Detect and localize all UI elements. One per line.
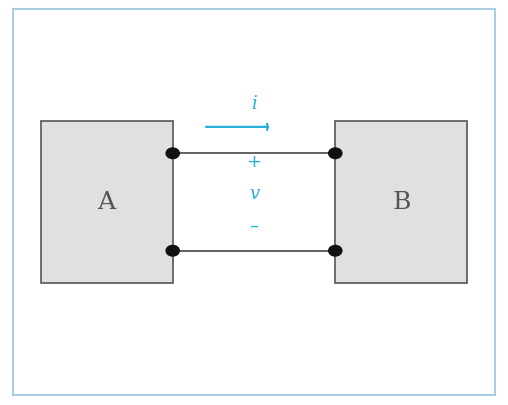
Circle shape: [329, 149, 342, 159]
Circle shape: [166, 246, 179, 256]
Text: v: v: [249, 185, 259, 202]
Bar: [41, 122, 173, 284]
Circle shape: [329, 246, 342, 256]
Text: i: i: [251, 94, 257, 112]
Circle shape: [166, 149, 179, 159]
Text: –: –: [249, 216, 259, 234]
Text: +: +: [246, 153, 262, 171]
Text: B: B: [392, 191, 410, 214]
Text: A: A: [98, 191, 116, 214]
Bar: [335, 122, 467, 284]
